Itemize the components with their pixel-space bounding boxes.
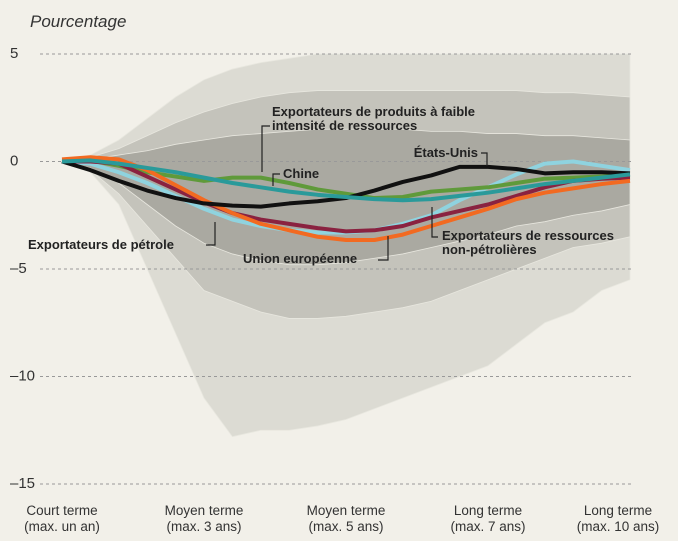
y-tick-label: –5 (10, 260, 27, 277)
series-line (61, 155, 631, 242)
series-line (62, 159, 631, 234)
leader-line (261, 125, 270, 172)
series-label: Exportateurs de ressources non-pétrolièr… (442, 228, 614, 257)
leader-line (272, 173, 280, 186)
y-tick-label: –15 (10, 475, 35, 492)
y-tick-label: 5 (10, 45, 18, 62)
y-tick-label: 0 (10, 152, 18, 169)
leader-line (206, 222, 216, 246)
series-label: Exportateurs de pétrole (28, 237, 174, 252)
leader-line (481, 152, 488, 166)
y-axis-label: Pourcentage (30, 12, 127, 31)
leader-line (431, 207, 438, 238)
x-tick-label: Long terme (max. 10 ans) (576, 503, 660, 534)
series-label: Union européenne (243, 251, 358, 266)
series-line (61, 158, 631, 203)
x-tick-label: Moyen terme (max. 5 ans) (306, 503, 386, 534)
y-tick-label: –10 (10, 367, 35, 384)
x-tick-label: Court terme (max. un an) (24, 503, 100, 534)
series-label: Chine (283, 166, 320, 181)
x-tick-label: Long terme (max. 7 ans) (450, 503, 526, 534)
x-tick-label: Moyen terme (max. 3 ans) (164, 503, 244, 534)
leader-line (378, 236, 389, 261)
series-label: Exportateurs de produits à faible intens… (272, 104, 475, 133)
series-label: États-Unis (413, 145, 478, 160)
